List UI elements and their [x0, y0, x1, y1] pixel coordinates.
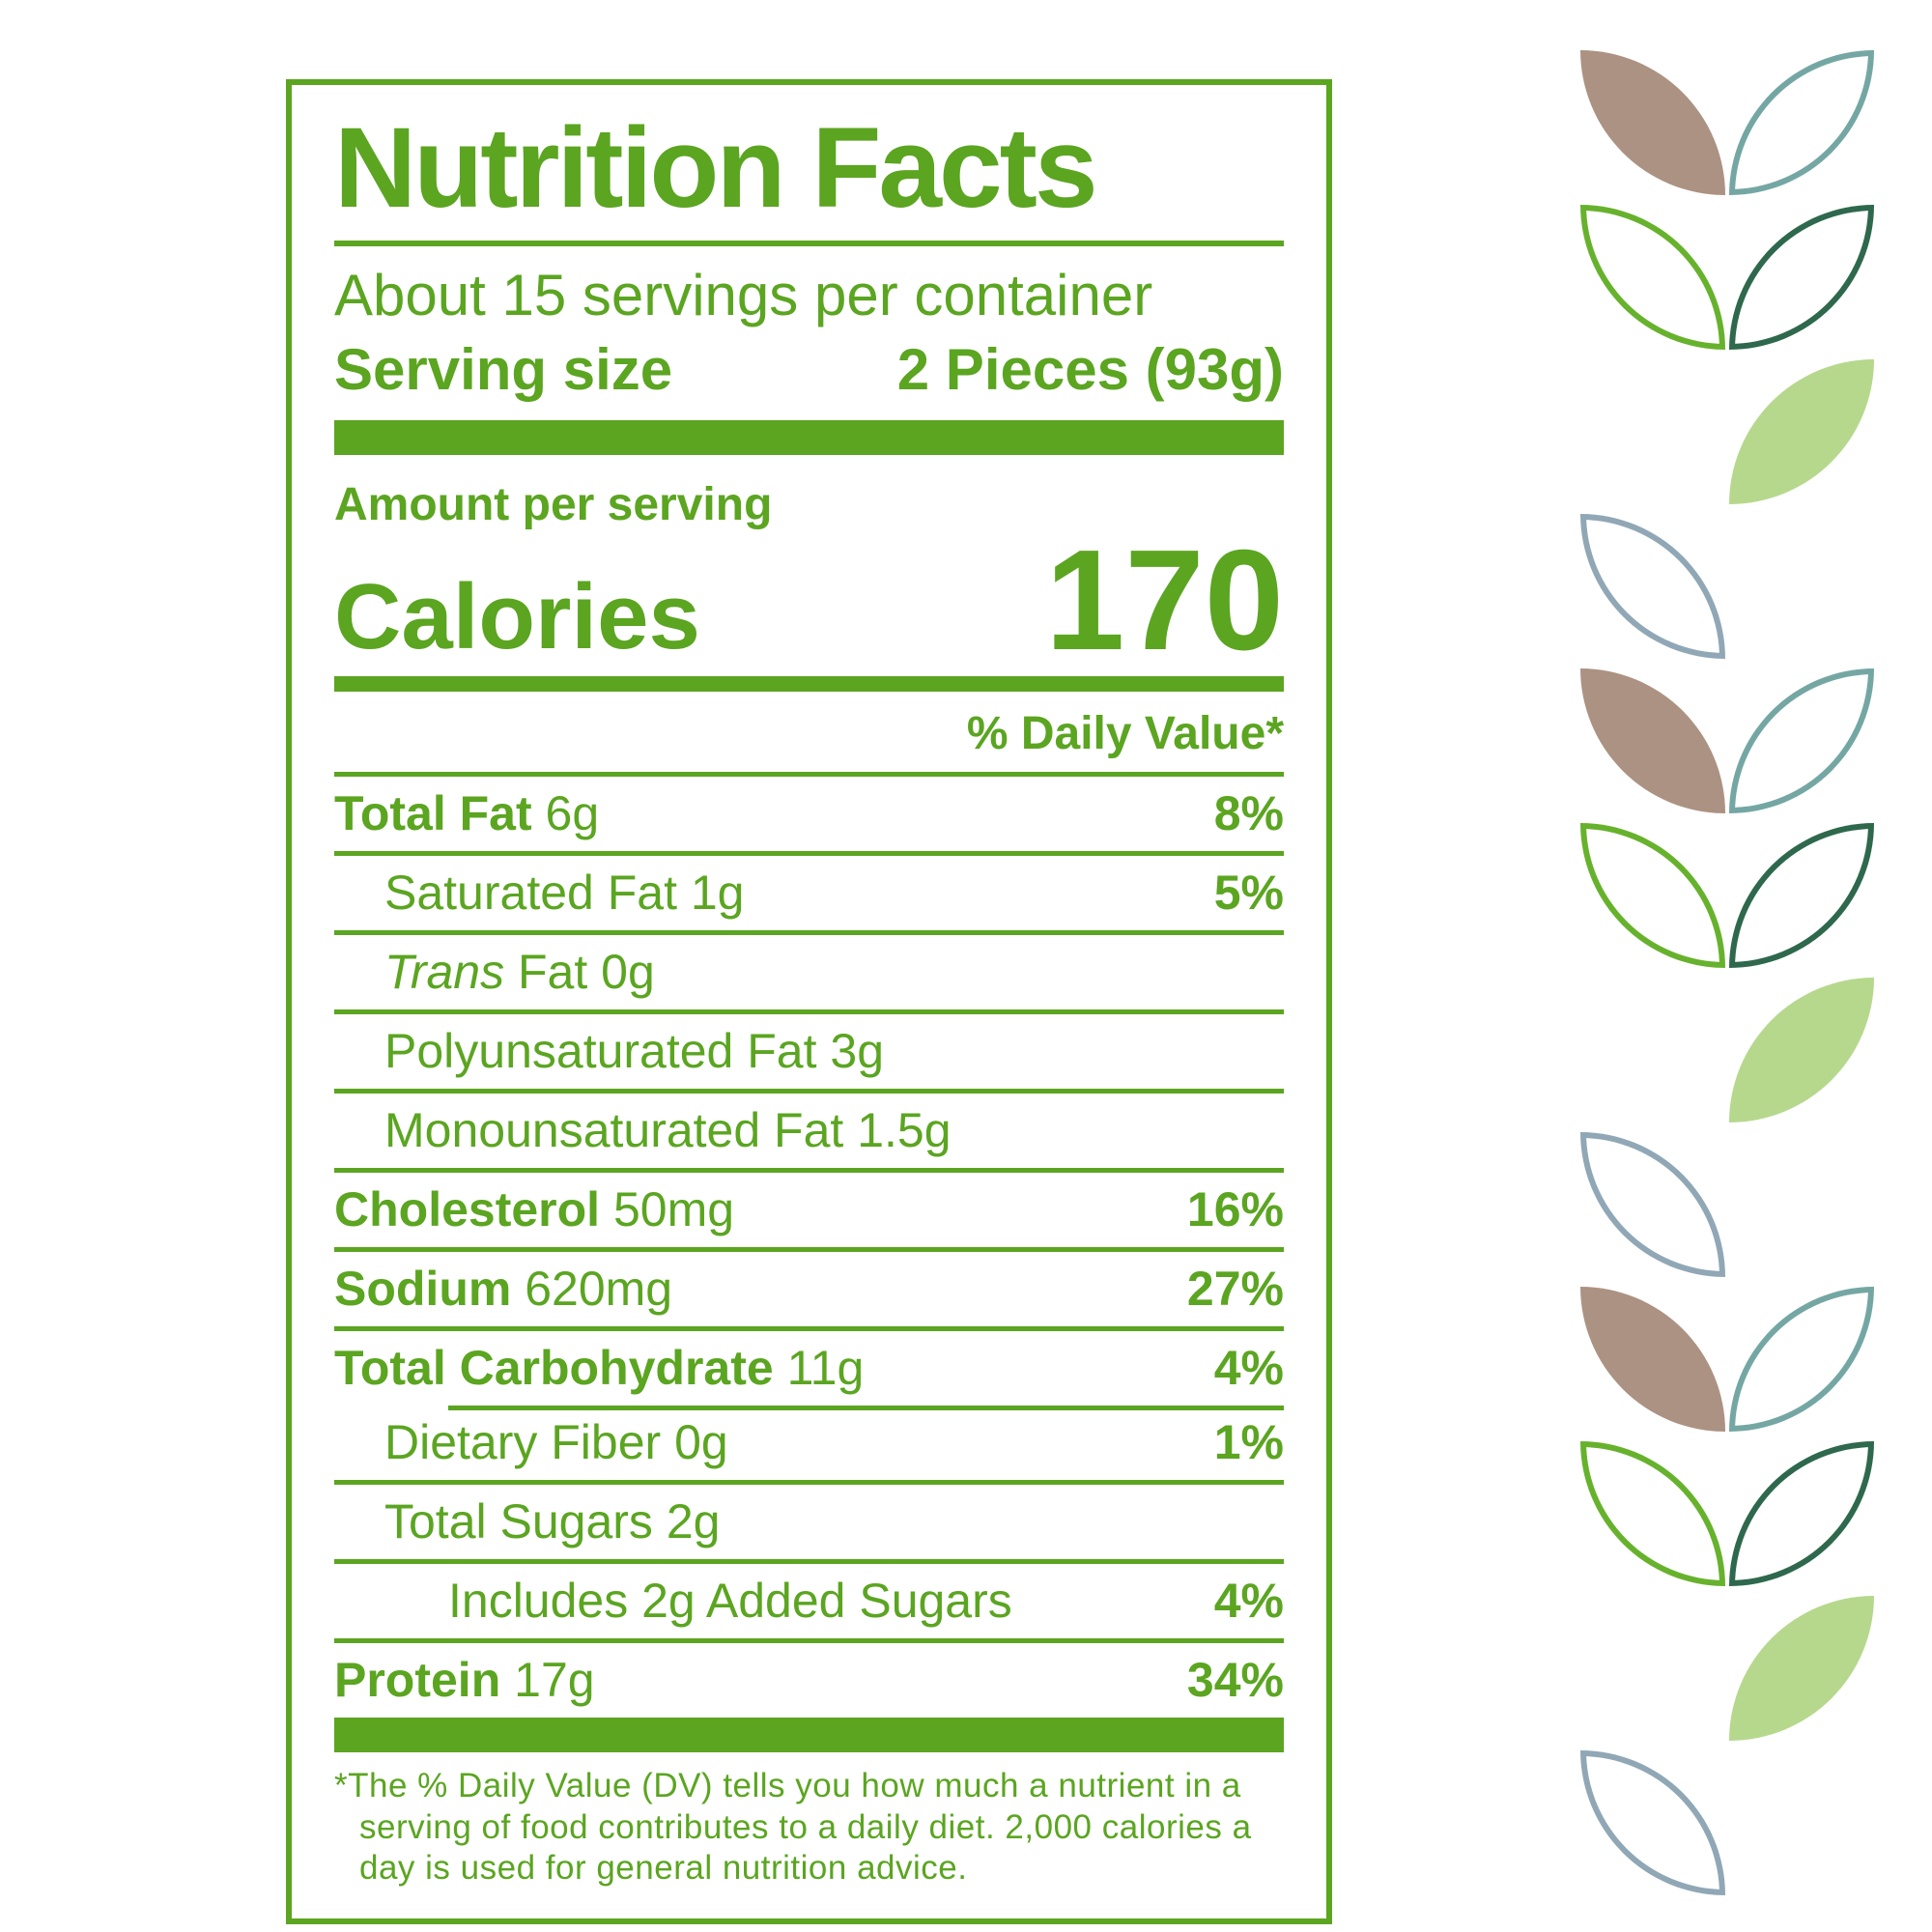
leaf-teal-outline-right-icon: [1729, 668, 1874, 813]
nutrient-name: Includes 2g Added Sugars: [448, 1574, 1012, 1629]
nutrient-name: Total Carbohydrate: [334, 1341, 774, 1396]
nutrient-name: Monounsaturated Fat: [384, 1103, 844, 1158]
nutrient-row-dietary-fiber: Dietary Fiber 0g 1%: [334, 1406, 1284, 1480]
title-divider: [334, 241, 1284, 247]
nutrient-amount: 3g: [816, 1024, 885, 1079]
nutrient-amount: 0g: [587, 945, 655, 1000]
nutrient-row-total-sugars: Total Sugars 2g: [334, 1480, 1284, 1559]
leaf-decoration-column: [1580, 50, 1874, 1895]
serving-size-row: Serving size 2 Pieces (93g): [334, 335, 1284, 405]
nutrient-name: Fat: [504, 945, 588, 1000]
nutrient-name: Cholesterol: [334, 1182, 601, 1237]
nutrient-amount: 2g: [652, 1494, 721, 1549]
servings-per-container: About 15 servings per container: [334, 263, 1153, 328]
nutrient-row-sodium: Sodium 620mg 27%: [334, 1247, 1284, 1326]
nutrient-amount: 1.5g: [843, 1103, 952, 1158]
leaf-darkgreen-outline-right-icon: [1729, 823, 1874, 968]
serving-size-label: Serving size: [334, 336, 673, 402]
nutrient-daily-value: 8%: [1213, 786, 1284, 841]
leaf-yellowgreen-outline-left-icon: [1580, 823, 1725, 968]
nutrient-amount: 11g: [773, 1341, 865, 1396]
nutrient-amount: 6g: [531, 786, 600, 841]
serving-size-value: 2 Pieces (93g): [896, 336, 1284, 402]
label-title: Nutrition Facts: [334, 104, 1098, 232]
nutrient-daily-value: 5%: [1213, 866, 1284, 921]
nutrient-amount: 0g: [661, 1415, 728, 1470]
leaf-yellowgreen-outline-left-icon: [1580, 205, 1725, 350]
nutrient-row-protein: Protein 17g 34%: [334, 1638, 1284, 1718]
nutrient-amount: 620mg: [511, 1262, 673, 1317]
nutrient-row-cholesterol: Cholesterol 50mg 16%: [334, 1168, 1284, 1247]
leaf-darkgreen-outline-right-icon: [1729, 1441, 1874, 1586]
calories-label: Calories: [334, 565, 700, 669]
leaf-lightgreen-filled-right-icon: [1729, 1596, 1874, 1741]
nutrient-daily-value: 4%: [1213, 1341, 1284, 1396]
leaf-lightgreen-filled-right-icon: [1729, 978, 1874, 1122]
calories-value: 170: [1045, 520, 1284, 680]
nutrient-row-monounsaturated-fat: Monounsaturated Fat 1.5g: [334, 1089, 1284, 1168]
leaf-bluegray-outline-left-icon: [1580, 514, 1725, 659]
nutrient-prefix: Trans: [384, 945, 505, 1000]
nutrient-row-trans-fat: Trans Fat 0g: [334, 930, 1284, 1009]
thick-separator-bar-top: [334, 419, 1284, 455]
nutrient-daily-value: 1%: [1213, 1415, 1284, 1470]
nutrient-amount: 17g: [500, 1653, 595, 1708]
nutrient-row-saturated-fat: Saturated Fat 1g 5%: [334, 851, 1284, 930]
daily-value-header: % Daily Value*: [966, 708, 1284, 760]
leaf-teal-outline-right-icon: [1729, 1287, 1874, 1432]
amount-per-serving-label: Amount per serving: [334, 478, 773, 530]
nutrient-daily-value: 16%: [1186, 1182, 1284, 1237]
leaf-bluegray-outline-left-icon: [1580, 1132, 1725, 1277]
leaf-bluegray-outline-left-icon: [1580, 1750, 1725, 1895]
leaf-brown-filled-left-icon: [1580, 1287, 1725, 1432]
leaf-brown-filled-left-icon: [1580, 50, 1725, 195]
nutrient-name: Protein: [334, 1653, 501, 1708]
nutrient-name: Total Sugars: [384, 1494, 653, 1549]
nutrient-row-total-carbohydrate: Total Carbohydrate 11g 4%: [334, 1326, 1284, 1406]
thick-separator-bar-bottom: [334, 1718, 1284, 1753]
leaf-teal-outline-right-icon: [1729, 50, 1874, 195]
leaf-darkgreen-outline-right-icon: [1729, 205, 1874, 350]
leaf-brown-filled-left-icon: [1580, 668, 1725, 813]
nutrient-name: Dietary Fiber: [384, 1415, 662, 1470]
nutrient-name: Total Fat: [334, 786, 532, 841]
leaf-lightgreen-filled-right-icon: [1729, 359, 1874, 504]
nutrient-amount: 50mg: [600, 1182, 735, 1237]
nutrient-name: Saturated Fat: [384, 866, 677, 921]
nutrient-row-added-sugars: Includes 2g Added Sugars 4%: [334, 1559, 1284, 1638]
nutrient-daily-value: 27%: [1186, 1262, 1284, 1317]
nutrient-row-total-fat: Total Fat 6g 8%: [334, 772, 1284, 851]
nutrient-daily-value: 4%: [1213, 1574, 1284, 1629]
daily-value-footnote: *The % Daily Value (DV) tells you how mu…: [334, 1767, 1252, 1888]
calories-row: Calories 170: [334, 520, 1284, 680]
nutrient-name: Sodium: [334, 1262, 512, 1317]
nutrition-facts-label: Nutrition Facts About 15 servings per co…: [286, 79, 1332, 1925]
medium-separator-bar: [334, 676, 1284, 693]
leaf-yellowgreen-outline-left-icon: [1580, 1441, 1725, 1586]
nutrient-row-polyunsaturated-fat: Polyunsaturated Fat 3g: [334, 1009, 1284, 1089]
nutrient-name: Polyunsaturated Fat: [384, 1024, 817, 1079]
nutrient-daily-value: 34%: [1186, 1653, 1284, 1708]
nutrient-amount: 1g: [676, 866, 745, 921]
